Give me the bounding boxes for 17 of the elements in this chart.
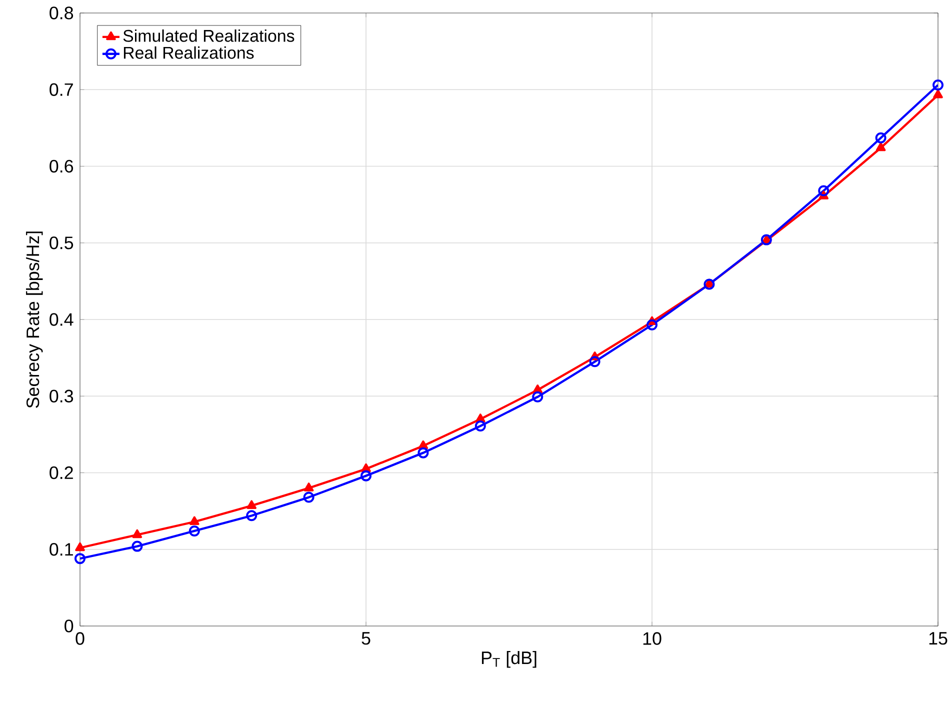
y-tick-label: 0.7 [50,83,73,96]
y-tick-label: 0.5 [50,236,74,250]
x-tick-label: 0 [76,632,84,645]
legend-label: Simulated Realizations [123,29,294,42]
y-tick-label: 0.1 [50,543,73,556]
y-tick-label: 0.2 [50,466,73,480]
y-axis-title: Secrecy Rate [bps/Hz] [26,232,43,408]
x-tick-label: 15 [929,632,948,645]
y-tick-label: 0.8 [50,6,74,20]
y-tick-label: 0 [64,620,74,632]
x-tick-label: 10 [643,632,662,645]
y-tick-label: 0.4 [50,313,74,326]
x-axis-title: P$_{T}$ [dB] [482,651,536,668]
y-tick-label: 0.6 [50,160,74,173]
legend-label: Real Realizations [124,46,254,59]
x-tick-label: 5 [362,632,370,645]
y-tick-label: 0.3 [50,390,74,402]
